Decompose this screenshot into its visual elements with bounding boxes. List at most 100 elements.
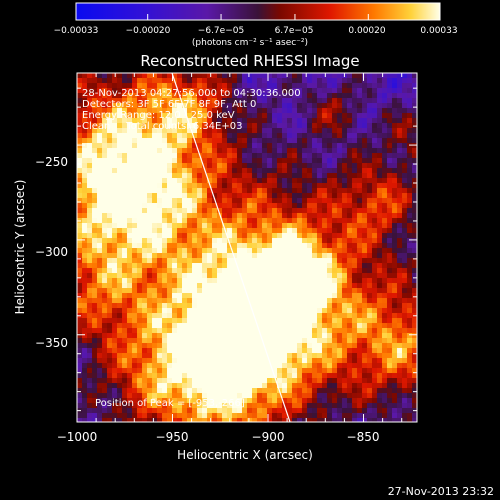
heatmap-cell bbox=[302, 78, 308, 84]
heatmap-cell bbox=[207, 158, 213, 164]
heatmap-cell bbox=[307, 128, 313, 134]
heatmap-cell bbox=[267, 73, 273, 79]
heatmap-cell bbox=[397, 343, 403, 349]
heatmap-cell bbox=[282, 278, 288, 284]
heatmap-cell bbox=[397, 158, 403, 164]
heatmap-cell bbox=[287, 408, 293, 414]
heatmap-cell bbox=[257, 128, 263, 134]
heatmap-cell bbox=[287, 98, 293, 104]
heatmap-cell bbox=[92, 188, 98, 194]
heatmap-cell bbox=[177, 223, 183, 229]
heatmap-cell bbox=[332, 143, 338, 149]
heatmap-cell bbox=[247, 123, 253, 129]
heatmap-cell bbox=[237, 363, 243, 369]
heatmap-cell bbox=[297, 263, 303, 269]
heatmap-cell bbox=[167, 313, 173, 319]
heatmap-cell bbox=[162, 158, 168, 164]
heatmap-cell bbox=[277, 253, 283, 259]
heatmap-cell bbox=[322, 258, 328, 264]
heatmap-cell bbox=[332, 333, 338, 339]
heatmap-cell bbox=[182, 213, 188, 219]
heatmap-cell bbox=[317, 393, 323, 399]
heatmap-cell bbox=[267, 273, 273, 279]
heatmap-cell bbox=[277, 338, 283, 344]
heatmap-cell bbox=[162, 313, 168, 319]
heatmap-cell bbox=[207, 193, 213, 199]
heatmap-cell bbox=[122, 178, 128, 184]
heatmap-cell bbox=[182, 183, 188, 189]
heatmap-cell bbox=[397, 193, 403, 199]
heatmap-cell bbox=[242, 88, 248, 94]
heatmap-cell bbox=[97, 263, 103, 269]
heatmap-cell bbox=[232, 283, 238, 289]
heatmap-cell bbox=[407, 78, 413, 84]
heatmap-cell bbox=[347, 338, 353, 344]
heatmap-cell bbox=[307, 178, 313, 184]
heatmap-cell bbox=[117, 233, 123, 239]
heatmap-cell bbox=[82, 98, 88, 104]
heatmap-cell bbox=[327, 343, 333, 349]
heatmap-cell bbox=[297, 213, 303, 219]
heatmap-cell bbox=[127, 248, 133, 254]
heatmap-cell bbox=[372, 83, 378, 89]
heatmap-cell bbox=[347, 233, 353, 239]
heatmap-cell bbox=[197, 338, 203, 344]
heatmap-cell bbox=[317, 353, 323, 359]
heatmap-cell bbox=[222, 148, 228, 154]
heatmap-cell bbox=[267, 138, 273, 144]
heatmap-cell bbox=[342, 383, 348, 389]
heatmap-cell bbox=[312, 308, 318, 314]
heatmap-cell bbox=[397, 313, 403, 319]
heatmap-cell bbox=[202, 373, 208, 379]
heatmap-cell bbox=[307, 338, 313, 344]
heatmap-cell bbox=[317, 138, 323, 144]
heatmap-cell bbox=[387, 73, 393, 79]
heatmap-cell bbox=[207, 308, 213, 314]
heatmap-cell bbox=[252, 73, 258, 79]
heatmap-cell bbox=[147, 88, 153, 94]
heatmap-cell bbox=[382, 353, 388, 359]
heatmap-cell bbox=[257, 268, 263, 274]
heatmap-cell bbox=[347, 388, 353, 394]
heatmap-cell bbox=[367, 83, 373, 89]
heatmap-cell bbox=[107, 318, 113, 324]
heatmap-cell bbox=[352, 228, 358, 234]
heatmap-cell bbox=[132, 103, 138, 109]
heatmap-cell bbox=[362, 398, 368, 404]
heatmap-cell bbox=[392, 73, 398, 79]
heatmap-cell bbox=[412, 198, 417, 204]
heatmap-cell bbox=[217, 158, 223, 164]
heatmap-cell bbox=[402, 353, 408, 359]
heatmap-cell bbox=[137, 158, 143, 164]
heatmap-cell bbox=[397, 388, 403, 394]
heatmap-cell bbox=[157, 143, 163, 149]
heatmap-cell bbox=[287, 283, 293, 289]
heatmap-cell bbox=[217, 83, 223, 89]
heatmap-cell bbox=[337, 158, 343, 164]
heatmap-cell bbox=[252, 343, 258, 349]
heatmap-cell bbox=[297, 333, 303, 339]
heatmap-cell bbox=[357, 358, 363, 364]
heatmap-cell bbox=[407, 348, 413, 354]
heatmap-cell bbox=[297, 403, 303, 409]
heatmap-cell bbox=[287, 218, 293, 224]
heatmap-cell bbox=[407, 228, 413, 234]
heatmap-cell bbox=[352, 418, 358, 422]
heatmap-cell bbox=[357, 138, 363, 144]
heatmap-cell bbox=[92, 408, 98, 414]
heatmap-cell bbox=[372, 413, 378, 419]
heatmap-cell bbox=[362, 328, 368, 334]
heatmap-cell bbox=[357, 343, 363, 349]
heatmap-cell bbox=[82, 168, 88, 174]
heatmap-cell bbox=[297, 418, 303, 422]
heatmap-cell bbox=[242, 158, 248, 164]
heatmap-cell bbox=[307, 223, 313, 229]
heatmap-cell bbox=[222, 418, 228, 422]
heatmap-cell bbox=[82, 148, 88, 154]
heatmap-cell bbox=[402, 398, 408, 404]
heatmap-cell bbox=[372, 128, 378, 134]
heatmap-cell bbox=[202, 268, 208, 274]
heatmap-cell bbox=[247, 273, 253, 279]
heatmap-cell bbox=[267, 328, 273, 334]
heatmap-cell bbox=[327, 103, 333, 109]
